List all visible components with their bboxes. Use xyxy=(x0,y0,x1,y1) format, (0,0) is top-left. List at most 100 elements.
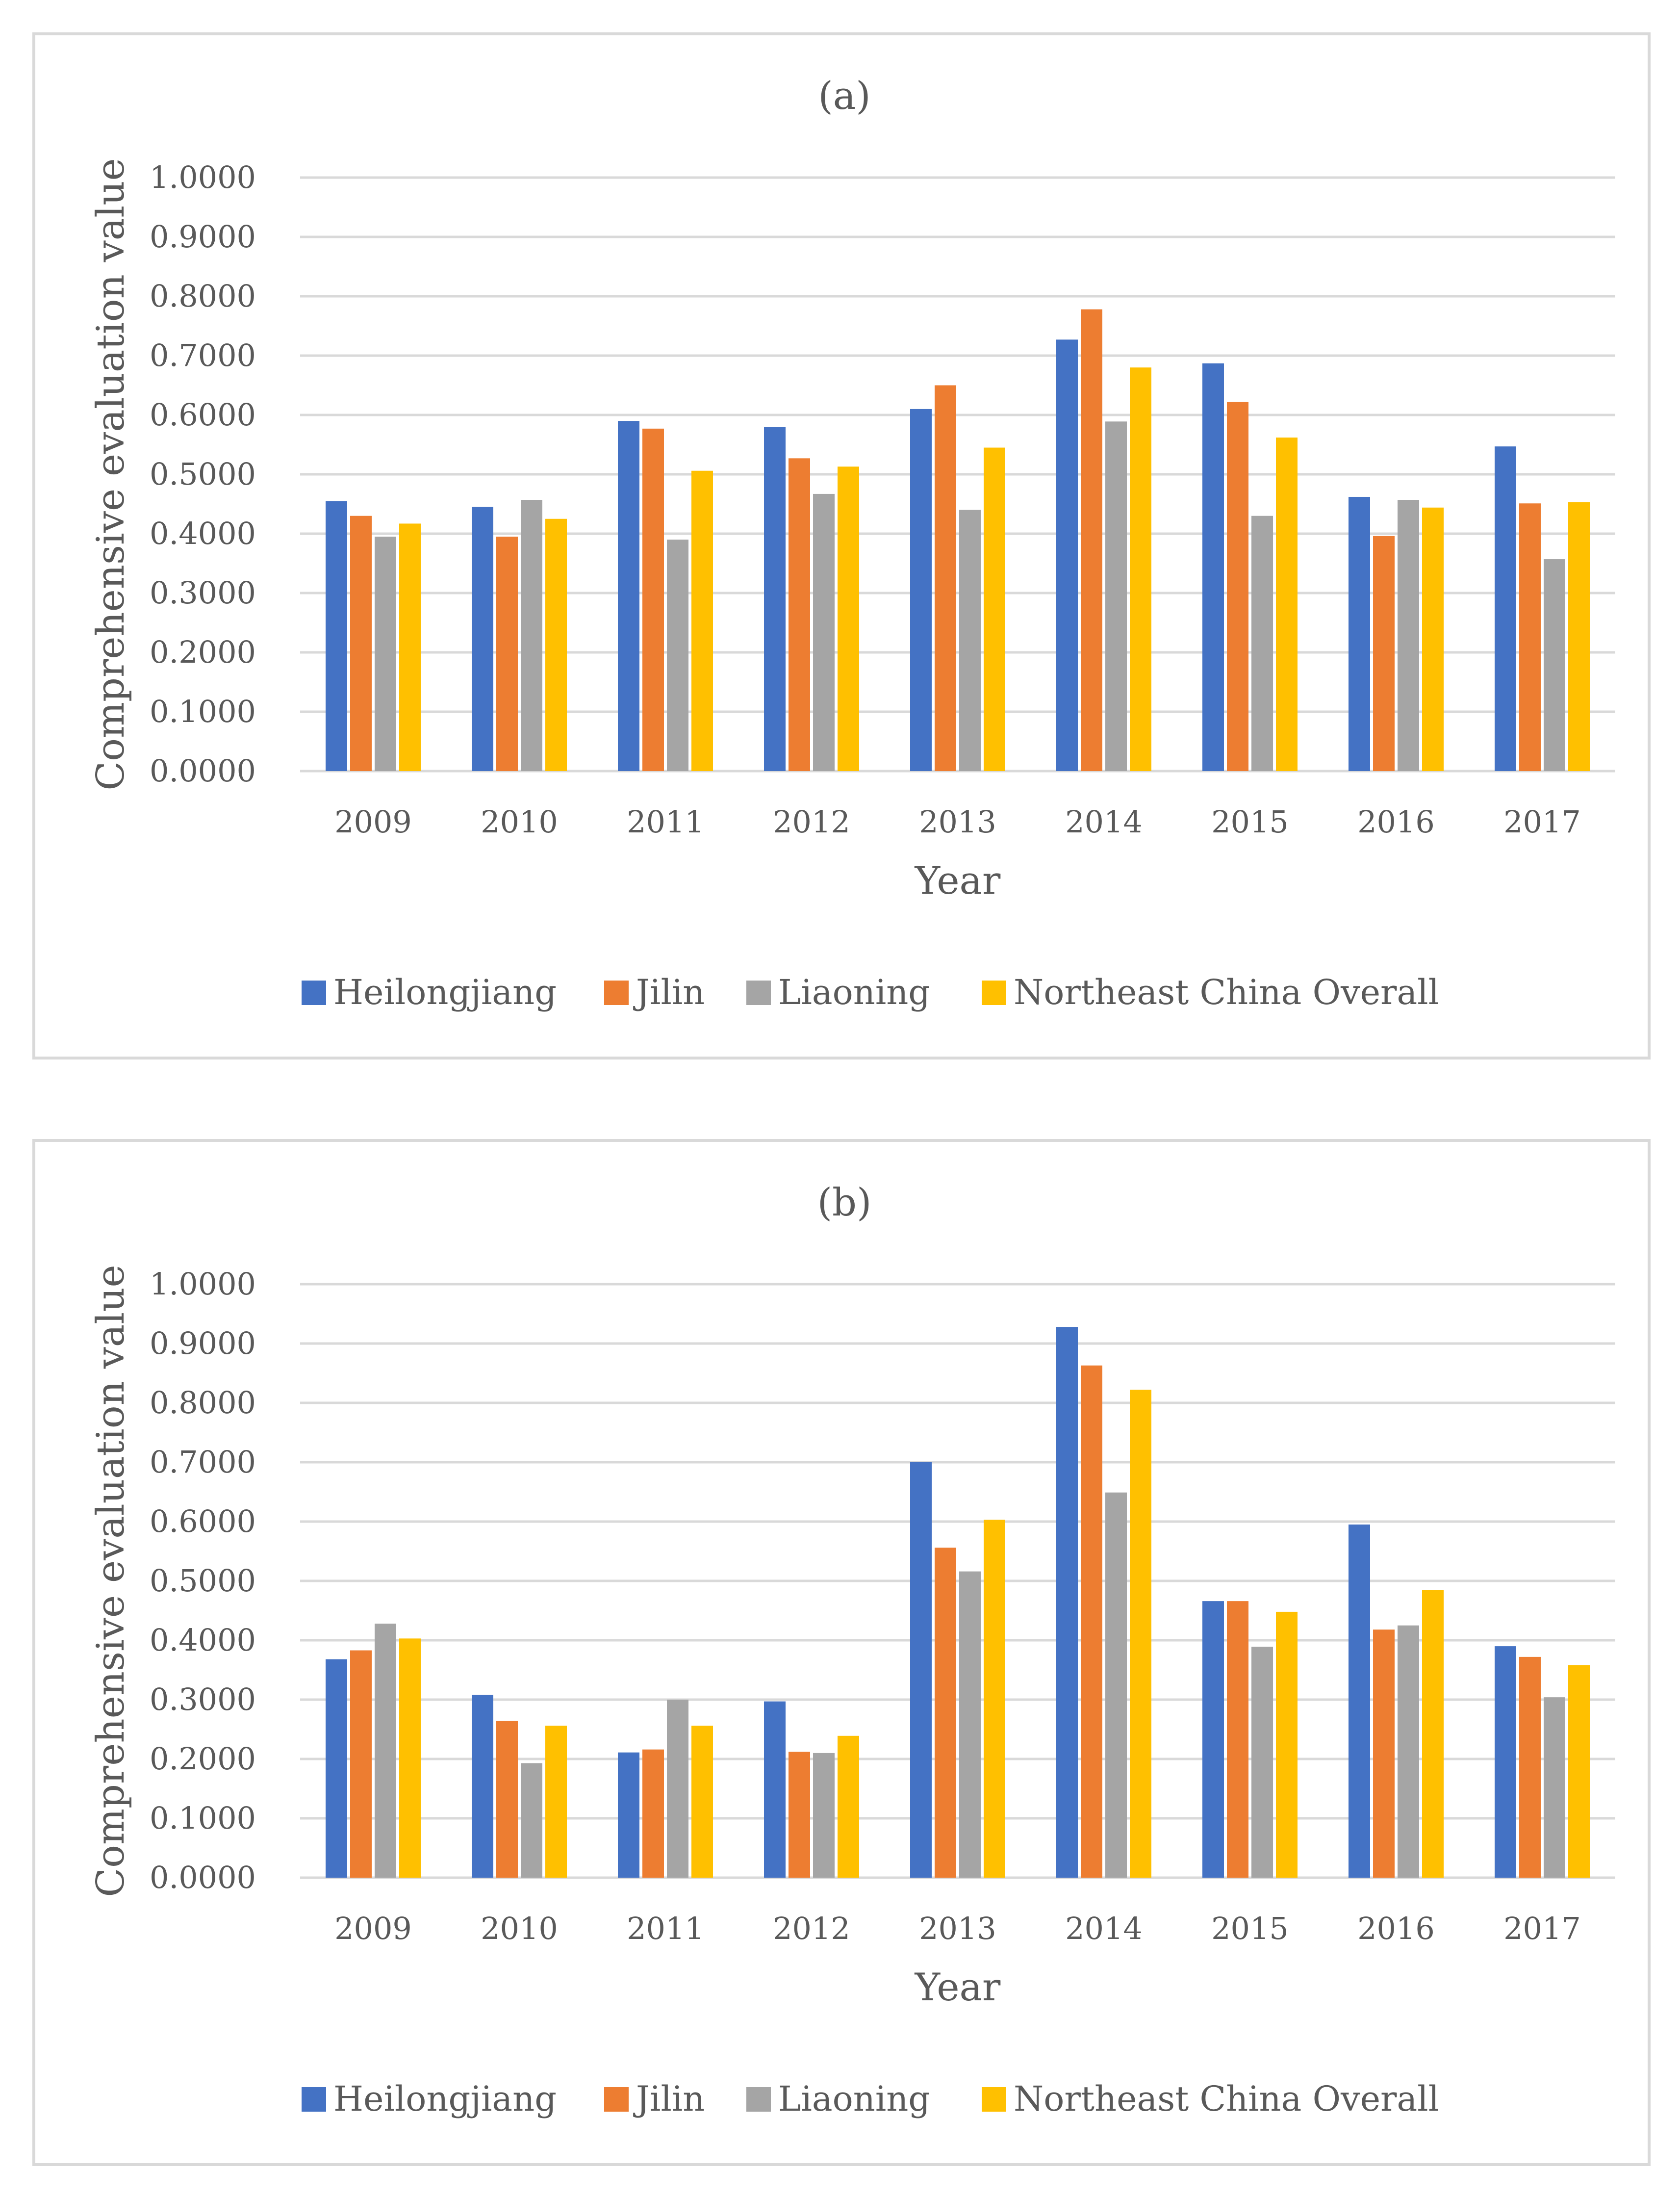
chart-b-bar-jilin-2013 xyxy=(935,1548,956,1878)
chart-b-bar-jilin-2012 xyxy=(789,1752,810,1878)
chart-a-bar-liaoning-2015 xyxy=(1251,516,1273,771)
chart-b-bar-heilongjiang-2009 xyxy=(326,1659,347,1878)
chart-a-bar-heilongjiang-2014 xyxy=(1056,339,1078,771)
chart-a-bar-jilin-2010 xyxy=(496,537,518,771)
chart-b-legend-swatch xyxy=(302,2087,326,2112)
chart-b-bar-northeast-china-overall-2015 xyxy=(1276,1611,1298,1878)
chart-a-y-tick-label: 0.3000 xyxy=(150,575,256,611)
chart-a-y-axis-title: Comprehensive evaluation value xyxy=(89,158,133,790)
chart-a-bar-northeast-china-overall-2011 xyxy=(691,470,713,771)
chart-b-y-tick-label: 0.5000 xyxy=(150,1563,256,1599)
chart-a-bar-heilongjiang-2011 xyxy=(618,421,639,771)
chart-b-y-tick-label: 0.6000 xyxy=(150,1503,256,1539)
chart-panel-a: (a) 0.0000 0.1000 0.2000 0.3000 0.4000 0.5000 0… xyxy=(32,32,1651,1060)
chart-a-x-tick-label: 2012 xyxy=(773,804,850,840)
chart-a-x-tick-label: 2017 xyxy=(1503,804,1581,840)
chart-b-legend-swatch xyxy=(982,2087,1006,2112)
chart-b-x-tick-label: 2012 xyxy=(773,1911,850,1946)
chart-a-legend-label: Jilin xyxy=(633,972,705,1012)
chart-b-legend-label: Jilin xyxy=(633,2079,705,2119)
chart-a-legend-swatch xyxy=(302,981,326,1005)
chart-b-bar-liaoning-2016 xyxy=(1398,1625,1419,1878)
chart-a-y-tick-label: 0.8000 xyxy=(150,278,256,314)
chart-b-bar-jilin-2014 xyxy=(1081,1365,1102,1878)
chart-b-bar-northeast-china-overall-2013 xyxy=(984,1520,1005,1878)
chart-b-bar-northeast-china-overall-2014 xyxy=(1130,1390,1151,1878)
chart-a-legend-label: Liaoning xyxy=(778,972,930,1012)
chart-b-y-tick-label: 0.9000 xyxy=(150,1325,256,1361)
chart-a-x-tick-label: 2009 xyxy=(334,804,412,840)
chart-b-bar-jilin-2011 xyxy=(642,1749,664,1878)
chart-a-bar-northeast-china-overall-2015 xyxy=(1276,437,1298,771)
chart-a-y-tick-label: 0.9000 xyxy=(150,219,256,255)
chart-a-bar-liaoning-2016 xyxy=(1398,500,1419,771)
chart-a-bar-jilin-2013 xyxy=(935,385,956,771)
chart-b-x-axis-title: Year xyxy=(915,1965,1001,2010)
chart-b-y-tick-label: 0.7000 xyxy=(150,1444,256,1480)
chart-a-x-axis-title: Year xyxy=(915,859,1001,903)
chart-a-legend-swatch xyxy=(982,981,1006,1005)
chart-a-legend-swatch xyxy=(604,981,629,1005)
chart-b-x-tick-label: 2013 xyxy=(919,1911,996,1946)
chart-b-bar-liaoning-2014 xyxy=(1105,1492,1127,1878)
chart-a-bar-northeast-china-overall-2012 xyxy=(838,466,859,771)
chart-a-bar-heilongjiang-2013 xyxy=(910,409,932,771)
chart-b-bar-heilongjiang-2016 xyxy=(1349,1525,1370,1878)
chart-a-bar-heilongjiang-2017 xyxy=(1495,446,1516,771)
chart-b-x-tick-label: 2016 xyxy=(1357,1911,1435,1946)
chart-a-y-tick-label: 0.1000 xyxy=(150,694,256,729)
chart-b-bar-northeast-china-overall-2011 xyxy=(691,1726,713,1878)
chart-b-bar-liaoning-2009 xyxy=(375,1624,396,1878)
chart-b-bar-heilongjiang-2012 xyxy=(764,1701,786,1878)
chart-a-y-tick-label: 0.5000 xyxy=(150,456,256,492)
chart-a-bar-jilin-2011 xyxy=(642,428,664,771)
chart-b-bar-liaoning-2012 xyxy=(813,1753,835,1878)
chart-b-bar-liaoning-2010 xyxy=(521,1763,542,1878)
chart-b-x-tick-label: 2010 xyxy=(481,1911,558,1946)
chart-a-bar-heilongjiang-2015 xyxy=(1202,363,1224,771)
chart-b-bar-heilongjiang-2013 xyxy=(910,1462,932,1878)
chart-b-legend-label: Northeast China Overall xyxy=(1014,2079,1439,2119)
chart-b-bar-jilin-2010 xyxy=(496,1721,518,1878)
chart-b-y-tick-label: 1.0000 xyxy=(150,1266,256,1302)
chart-a-x-tick-label: 2014 xyxy=(1065,804,1143,840)
chart-b-title: (b) xyxy=(817,1181,872,1225)
chart-b-svg: (b) 0.0000 0.1000 0.2000 0.3000 0.4000 0.5000 0… xyxy=(89,1181,1615,2119)
chart-b-legend-swatch xyxy=(746,2087,771,2112)
chart-a-bar-liaoning-2013 xyxy=(959,510,981,771)
chart-b-bar-heilongjiang-2010 xyxy=(472,1695,493,1878)
chart-a-svg: (a) 0.0000 0.1000 0.2000 0.3000 0.4000 0.5000 0… xyxy=(89,74,1615,1012)
chart-a-y-tick-label: 0.2000 xyxy=(150,634,256,670)
chart-b-bar-liaoning-2017 xyxy=(1544,1697,1565,1878)
chart-b-x-tick-label: 2017 xyxy=(1503,1911,1581,1946)
chart-b-bar-jilin-2009 xyxy=(350,1650,372,1878)
chart-b-bar-jilin-2015 xyxy=(1227,1601,1248,1878)
chart-a-bar-jilin-2017 xyxy=(1519,503,1541,771)
chart-a-bar-liaoning-2017 xyxy=(1544,559,1565,771)
chart-b-bar-jilin-2016 xyxy=(1373,1629,1395,1878)
chart-a-y-tick-label: 0.6000 xyxy=(150,397,256,433)
chart-b-y-tick-label: 0.2000 xyxy=(150,1741,256,1777)
chart-b-bar-heilongjiang-2014 xyxy=(1056,1327,1078,1878)
chart-b-y-tick-label: 0.3000 xyxy=(150,1681,256,1717)
chart-a-x-tick-label: 2011 xyxy=(627,804,704,840)
chart-b-bar-heilongjiang-2011 xyxy=(618,1752,639,1878)
chart-a-bar-jilin-2014 xyxy=(1081,309,1102,771)
chart-a-bar-jilin-2009 xyxy=(350,516,372,771)
chart-b-legend-label: Liaoning xyxy=(778,2079,930,2119)
chart-a-bar-northeast-china-overall-2016 xyxy=(1422,507,1444,771)
chart-b-x-tick-label: 2014 xyxy=(1065,1911,1143,1946)
chart-b-bar-heilongjiang-2015 xyxy=(1202,1601,1224,1878)
chart-a-bar-northeast-china-overall-2010 xyxy=(545,518,567,771)
chart-b-legend-label: Heilongjiang xyxy=(333,2079,557,2119)
chart-a-legend-label: Heilongjiang xyxy=(333,972,557,1012)
chart-b-bar-northeast-china-overall-2017 xyxy=(1568,1665,1590,1878)
chart-a-x-tick-label: 2010 xyxy=(481,804,558,840)
chart-a-bar-heilongjiang-2010 xyxy=(472,507,493,771)
chart-a-y-tick-label: 0.4000 xyxy=(150,516,256,551)
chart-a-bar-jilin-2015 xyxy=(1227,402,1248,771)
chart-b-legend-swatch xyxy=(604,2087,629,2112)
chart-b-y-tick-label: 0.8000 xyxy=(150,1385,256,1421)
chart-b-x-tick-label: 2011 xyxy=(627,1911,704,1946)
chart-a-y-tick-label: 1.0000 xyxy=(150,159,256,195)
